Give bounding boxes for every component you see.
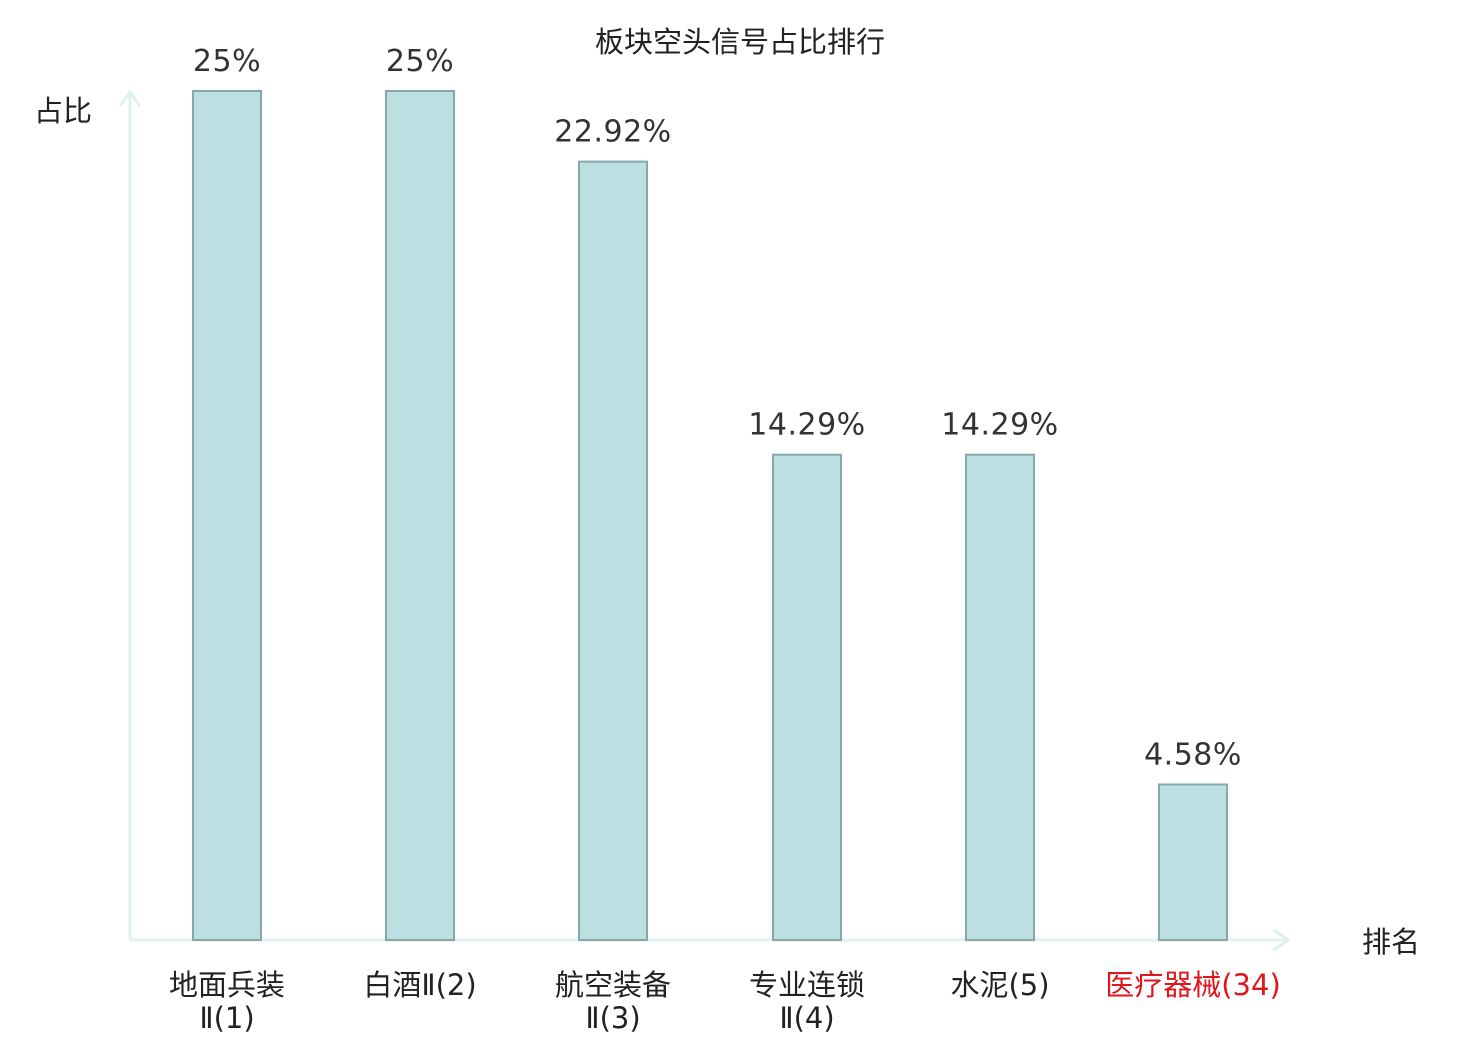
y-axis-arrow (118, 89, 142, 107)
bars-group (192, 90, 1228, 942)
x-tick-label: 专业连锁 (749, 968, 865, 1002)
chart-title: 板块空头信号占比排行 (595, 25, 885, 59)
x-tick-label: 航空装备 (555, 968, 671, 1002)
x-tick-label: 水泥(5) (950, 968, 1049, 1002)
y-axis-label: 占比 (34, 94, 92, 128)
bar (578, 160, 648, 942)
x-tick-label: 医疗器械(34) (1105, 968, 1281, 1002)
x-tick-label: Ⅱ(1) (199, 1001, 254, 1035)
bar (1158, 783, 1228, 941)
data-label: 25% (386, 44, 454, 79)
data-label: 14.29% (748, 408, 865, 443)
bar (772, 453, 842, 941)
data-label: 4.58% (1144, 737, 1242, 772)
x-axis-label: 排名 (1362, 925, 1420, 959)
data-label: 14.29% (941, 408, 1058, 443)
x-tick-label: 白酒Ⅱ(2) (363, 968, 476, 1002)
x-tick-label: Ⅱ(3) (585, 1001, 640, 1035)
x-axis-arrow (1273, 928, 1291, 952)
data-label: 25% (193, 44, 261, 79)
axes (118, 89, 1291, 952)
x-tick-label: 地面兵装 (169, 968, 285, 1002)
bar (192, 90, 262, 941)
value-labels-group: 25% 25% 22.92% 14.29% 14.29% 4.58% (193, 44, 1242, 772)
x-tick-label: Ⅱ(4) (779, 1001, 834, 1035)
bar (965, 453, 1035, 941)
bar (385, 90, 455, 941)
data-label: 22.92% (554, 115, 671, 150)
